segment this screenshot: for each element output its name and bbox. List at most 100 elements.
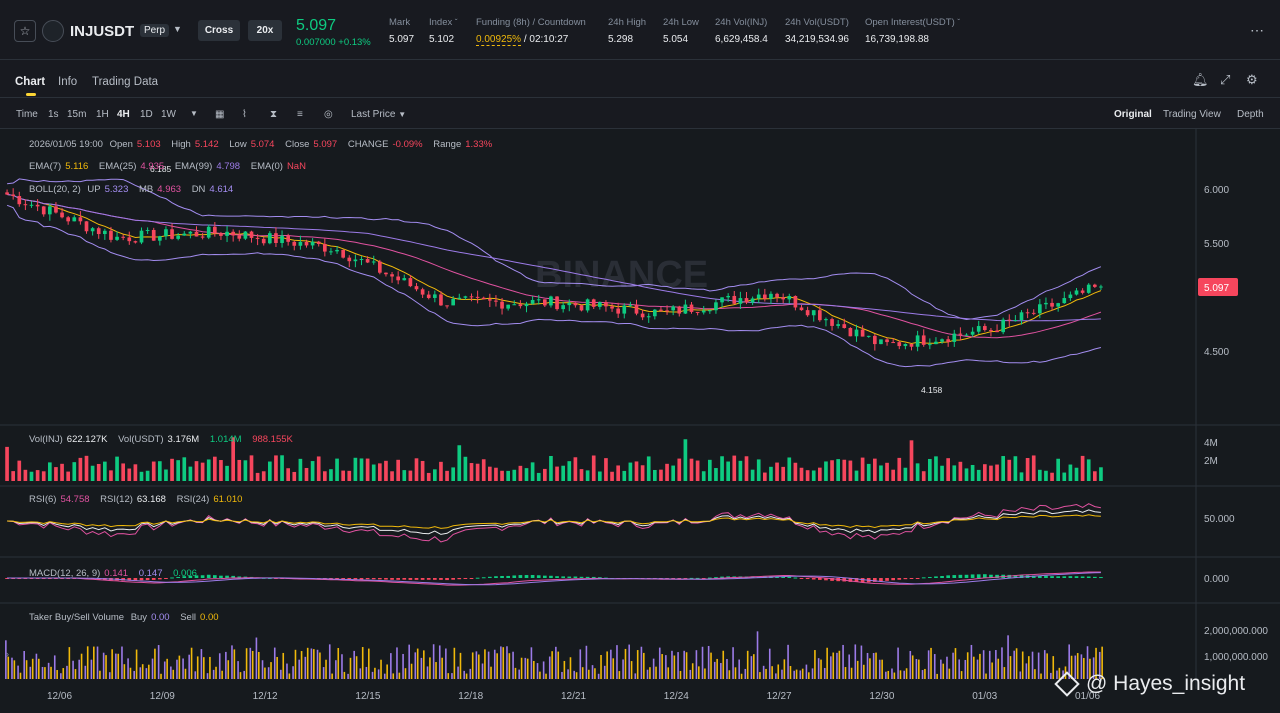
candle-body	[341, 249, 345, 258]
symbol-dropdown-icon[interactable]: ▼	[173, 24, 182, 34]
settings-icon[interactable]: ⚙	[1246, 72, 1258, 87]
volume-bar	[1007, 459, 1012, 481]
tab-trading-data[interactable]: Trading Data	[92, 76, 159, 88]
volume-bar	[854, 470, 859, 481]
indicator-icon[interactable]: ⌇	[242, 109, 247, 120]
macd-histogram-bar	[335, 578, 339, 579]
candle-body	[640, 313, 645, 318]
taker-buy-bar	[17, 665, 19, 679]
macd-histogram-bar	[585, 576, 590, 578]
taker-sell-bar	[545, 673, 547, 679]
volume-bar	[72, 462, 77, 481]
candle-body	[72, 217, 77, 222]
interval-1w[interactable]: 1W	[161, 109, 176, 120]
view-original[interactable]: Original	[1114, 109, 1152, 120]
interval-time[interactable]: Time	[16, 109, 38, 120]
taker-sell-bar	[453, 647, 456, 679]
taker-sell-bar	[1095, 647, 1097, 679]
volume-bar	[683, 439, 688, 481]
taker-sell-bar	[288, 673, 291, 679]
view-depth[interactable]: Depth	[1237, 109, 1264, 120]
volume-bar	[500, 470, 504, 481]
candle-body	[54, 206, 58, 213]
taker-buy-bar	[353, 650, 355, 679]
macd-histogram-bar	[793, 577, 798, 579]
price-type-select[interactable]: Last Price ▼	[351, 109, 407, 120]
time-tick-label: 12/12	[253, 691, 278, 702]
interval-15m[interactable]: 15m	[67, 109, 87, 120]
credit-watermark: @ Hayes_insight	[1054, 671, 1245, 698]
symbol-name[interactable]: INJUSDT	[70, 23, 135, 40]
candle-body	[231, 231, 235, 236]
candle-body	[408, 278, 413, 287]
stat-funding: Funding (8h) / Countdown 0.00925% / 02:10…	[476, 17, 586, 46]
macd-histogram-bar	[1068, 576, 1073, 578]
taker-sell-bar	[606, 651, 608, 679]
volume-bar	[1099, 467, 1103, 481]
view-trading-view[interactable]: Trading View	[1163, 109, 1221, 120]
volume-bar	[414, 458, 419, 481]
volume-bar	[695, 460, 700, 481]
candle-body	[237, 235, 242, 239]
interval-4h[interactable]: 4H	[117, 109, 130, 120]
taker-sell-bar	[893, 672, 896, 679]
more-options-icon[interactable]: ⋯	[1250, 22, 1265, 38]
candle-body	[634, 304, 639, 314]
interval-1h[interactable]: 1H	[96, 109, 109, 120]
volume-bar	[60, 463, 64, 481]
taker-sell-bar	[826, 647, 828, 679]
candle-body	[976, 326, 981, 332]
taker-sell-bar	[117, 653, 120, 679]
price-chart-svg[interactable]: BINANCE 6.000 5.500 5.097 4.500 4M 2M 50…	[0, 129, 1280, 710]
taker-sell-bar	[300, 651, 303, 679]
candle-body	[371, 261, 376, 263]
taker-sell-bar	[313, 649, 315, 679]
volume-bar	[451, 467, 455, 481]
ohlc-legend: 2026/01/05 19:00 Open 5.103 High 5.142 Low…	[29, 139, 493, 150]
candle-body	[249, 231, 254, 238]
volume-bar	[921, 471, 926, 481]
candle-body	[396, 276, 400, 281]
volume-bar	[323, 471, 327, 481]
taker-sell-bar	[850, 667, 853, 679]
stat-mark: Mark 5.097	[389, 17, 415, 45]
taker-sell-bar	[74, 669, 77, 679]
interval-dropdown-icon[interactable]: ▼	[190, 109, 198, 118]
volume-bar	[463, 456, 468, 481]
volume-bar	[897, 457, 902, 481]
tab-chart[interactable]: Chart	[15, 76, 46, 88]
macd-histogram-bar	[970, 574, 975, 578]
interval-1d[interactable]: 1D	[140, 109, 153, 120]
candle-body	[787, 295, 792, 300]
taker-sell-bar	[875, 652, 877, 679]
drawing-tools-icon[interactable]: ≡	[297, 109, 303, 120]
alert-bell-icon[interactable]: 🔔︎	[1192, 72, 1209, 87]
tab-info[interactable]: Info	[58, 76, 78, 88]
interval-1s[interactable]: 1s	[48, 109, 59, 120]
taker-sell-bar	[887, 670, 890, 679]
candle-type-icon[interactable]: ⧗	[270, 109, 278, 120]
macd-histogram-bar	[182, 576, 187, 578]
volume-legend: Vol(INJ) 622.127K Vol(USDT) 3.176M 1.014M …	[29, 434, 293, 445]
taker-buy-bar	[1001, 647, 1003, 679]
favorite-star-icon[interactable]: ☆	[14, 20, 36, 42]
taker-sell-bar	[93, 646, 95, 679]
candle-body	[530, 299, 535, 304]
candle-body	[622, 305, 627, 314]
leverage-button[interactable]: 20x	[248, 20, 282, 41]
stat-24h-low: 24h Low 5.054	[663, 17, 699, 45]
taker-sell-bar	[331, 673, 333, 679]
taker-sell-bar	[520, 657, 523, 679]
margin-mode-button[interactable]: Cross	[198, 20, 240, 41]
volume-bar	[512, 469, 517, 481]
taker-sell-bar	[740, 673, 743, 679]
chart-area[interactable]: BINANCE 6.000 5.500 5.097 4.500 4M 2M 50…	[0, 129, 1280, 710]
taker-sell-bar	[569, 657, 572, 679]
candle-body	[158, 236, 162, 241]
target-icon[interactable]: ◎	[324, 109, 333, 120]
candle-body	[921, 335, 926, 345]
candle-body	[109, 230, 113, 240]
calendar-icon[interactable]: ▦	[215, 109, 225, 120]
candle-body	[708, 310, 712, 312]
expand-icon[interactable]: ⤢	[1220, 72, 1231, 87]
